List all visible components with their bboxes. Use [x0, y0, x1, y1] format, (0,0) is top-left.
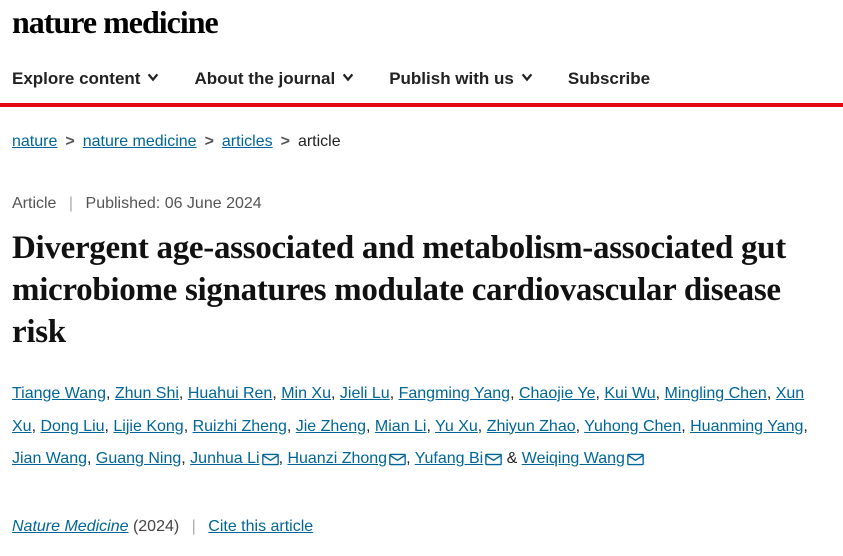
author-link[interactable]: Yufang Bi — [415, 450, 484, 467]
breadcrumb-link[interactable]: nature medicine — [83, 133, 197, 150]
author-link[interactable]: Kui Wu — [604, 385, 655, 402]
author-link[interactable]: Fangming Yang — [399, 385, 510, 402]
author-link[interactable]: Tiange Wang — [12, 385, 106, 402]
author-separator: , — [767, 385, 776, 402]
mail-icon[interactable] — [627, 453, 644, 466]
author-link[interactable]: Junhua Li — [190, 450, 259, 467]
article-type: Article — [12, 195, 56, 212]
published-label: Published: — [86, 195, 161, 212]
nav-explore-label: Explore content — [12, 69, 140, 89]
author-link[interactable]: Dong Liu — [40, 418, 104, 435]
mail-icon[interactable] — [262, 453, 279, 466]
author-separator: , — [181, 450, 190, 467]
author-separator: , — [106, 385, 115, 402]
author-separator: , — [478, 418, 487, 435]
author-separator: , — [576, 418, 585, 435]
author-separator: , — [390, 385, 399, 402]
author-link[interactable]: Lijie Kong — [113, 418, 183, 435]
author-link[interactable]: Mingling Chen — [665, 385, 767, 402]
article-footer: Nature Medicine (2024) | Cite this artic… — [0, 476, 843, 546]
author-link[interactable]: Guang Ning — [96, 450, 181, 467]
chevron-right-icon: > — [205, 133, 214, 150]
nav-subscribe-label: Subscribe — [568, 69, 650, 89]
author-link[interactable]: Jie Zheng — [296, 418, 366, 435]
breadcrumb-link[interactable]: nature — [12, 133, 57, 150]
journal-link[interactable]: Nature Medicine — [12, 518, 129, 535]
author-separator: , — [287, 418, 296, 435]
author-link[interactable]: Zhun Shi — [115, 385, 179, 402]
author-link[interactable]: Min Xu — [281, 385, 331, 402]
author-separator: , — [179, 385, 188, 402]
nav-explore-content[interactable]: Explore content — [12, 69, 160, 89]
author-separator: , — [426, 418, 435, 435]
meta-divider: | — [69, 195, 73, 212]
author-link[interactable]: Zhiyun Zhao — [487, 418, 576, 435]
breadcrumb: nature > nature medicine > articles > article — [0, 107, 843, 161]
article-title: Divergent age-associated and metabolism-… — [0, 219, 843, 372]
author-separator: , — [510, 385, 519, 402]
author-link[interactable]: Ruizhi Zheng — [193, 418, 287, 435]
footer-divider: | — [192, 518, 196, 535]
author-separator: & — [502, 450, 522, 467]
published-date: 06 June 2024 — [165, 195, 262, 212]
nav-about-journal[interactable]: About the journal — [194, 69, 355, 89]
author-link[interactable]: Weiqing Wang — [522, 450, 625, 467]
nav-publish-label: Publish with us — [389, 69, 514, 89]
chevron-down-icon — [341, 69, 355, 89]
author-link[interactable]: Yu Xu — [435, 418, 478, 435]
nav-publish-with-us[interactable]: Publish with us — [389, 69, 534, 89]
mail-icon[interactable] — [389, 453, 406, 466]
chevron-right-icon: > — [65, 133, 74, 150]
nav-subscribe[interactable]: Subscribe — [568, 69, 650, 89]
author-link[interactable]: Yuhong Chen — [584, 418, 681, 435]
author-separator: , — [656, 385, 665, 402]
primary-nav: Explore content About the journal Publis… — [0, 59, 843, 107]
author-separator: , — [803, 418, 807, 435]
chevron-down-icon — [146, 69, 160, 89]
mail-icon[interactable] — [485, 453, 502, 466]
chevron-right-icon: > — [281, 133, 290, 150]
author-separator: , — [331, 385, 340, 402]
journal-brand: nature medicine — [0, 0, 843, 59]
article-meta: Article | Published: 06 June 2024 — [0, 161, 843, 219]
author-link[interactable]: Jieli Lu — [340, 385, 390, 402]
author-link[interactable]: Mian Li — [375, 418, 427, 435]
author-list: Tiange Wang, Zhun Shi, Huahui Ren, Min X… — [0, 372, 843, 476]
author-separator: , — [272, 385, 281, 402]
cite-article-link[interactable]: Cite this article — [208, 518, 313, 535]
breadcrumb-current: article — [298, 133, 341, 150]
author-link[interactable]: Huahui Ren — [188, 385, 273, 402]
author-link[interactable]: Jian Wang — [12, 450, 87, 467]
author-separator: , — [184, 418, 193, 435]
author-link[interactable]: Huanming Yang — [690, 418, 803, 435]
breadcrumb-link[interactable]: articles — [222, 133, 273, 150]
author-link[interactable]: Huanzi Zhong — [287, 450, 387, 467]
chevron-down-icon — [520, 69, 534, 89]
author-separator: , — [406, 450, 415, 467]
author-link[interactable]: Chaojie Ye — [519, 385, 596, 402]
author-separator: , — [87, 450, 96, 467]
publication-year: (2024) — [133, 518, 179, 535]
author-separator: , — [366, 418, 375, 435]
nav-about-label: About the journal — [194, 69, 335, 89]
author-separator: , — [681, 418, 690, 435]
